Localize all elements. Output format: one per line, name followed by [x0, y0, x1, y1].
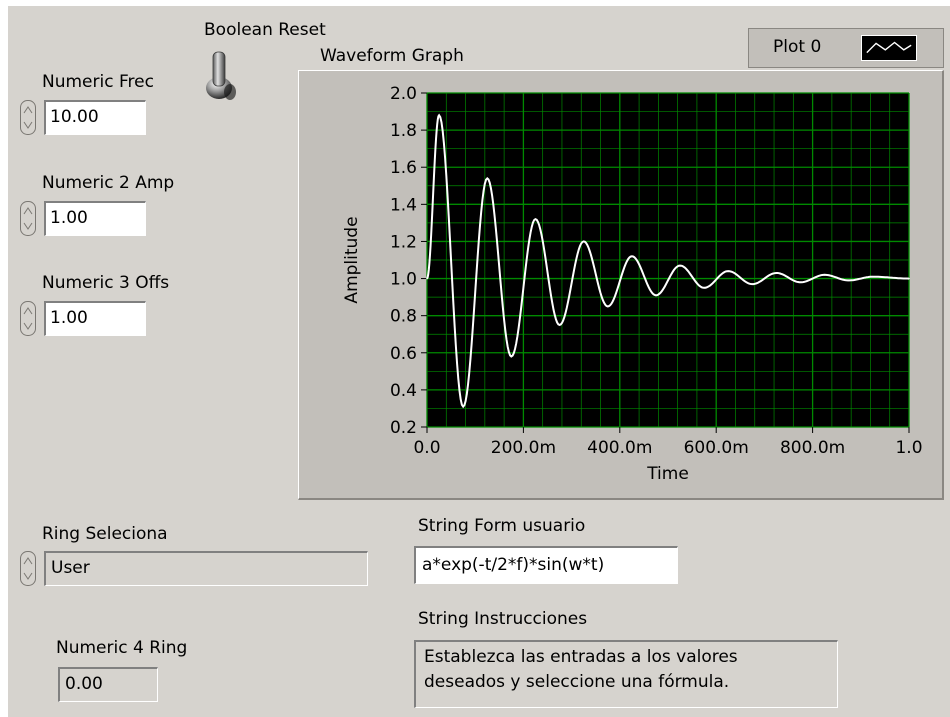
- ring-seleciona-label: Ring Seleciona: [42, 524, 168, 544]
- data-point: [751, 283, 754, 285]
- instrucciones-line-2: deseados y seleccione una fórmula.: [424, 672, 730, 692]
- data-point: [462, 405, 464, 408]
- x-tick-label: 800.0m: [780, 438, 845, 458]
- numeric-frec-input[interactable]: 10.00: [44, 100, 146, 135]
- string-form-usuario-input[interactable]: a*exp(-t/2*f)*sin(w*t): [414, 546, 678, 584]
- string-form-usuario-label: String Form usuario: [418, 516, 586, 536]
- data-point: [908, 277, 910, 280]
- data-point: [799, 281, 802, 284]
- y-axis-title: Amplitude: [342, 216, 362, 303]
- numeric-3-offs-input[interactable]: 1.00: [44, 301, 146, 336]
- y-tick-label: 1.4: [390, 195, 417, 215]
- data-point: [582, 240, 585, 243]
- waveform-graph[interactable]: 0.2 0.4 0.6 0.8 1.0 1.2 1.4 1.6 1.8 2.0 0.0 200.0m 4…: [298, 70, 944, 500]
- waveform-graph-plot: 0.2 0.4 0.6 0.8 1.0 1.2 1.4 1.6 1.8 2.0 0.0 200.0m 4…: [342, 84, 923, 484]
- toggle-switch-icon[interactable]: [200, 48, 240, 104]
- numeric-4-ring-indicator: 0.00: [58, 667, 158, 702]
- x-tick-label: 600.0m: [684, 438, 749, 458]
- ring-seleciona-increment-decrement[interactable]: [20, 551, 36, 586]
- data-point: [438, 114, 440, 117]
- data-point: [847, 279, 850, 282]
- y-tick-label: 1.2: [390, 232, 417, 252]
- instrucciones-line-1: Establezca las entradas a los valores: [424, 647, 738, 667]
- line-plot-icon: [861, 35, 917, 61]
- numeric-3-offs-label: Numeric 3 Offs: [42, 273, 170, 293]
- numeric-frec-increment-decrement[interactable]: [20, 100, 36, 135]
- data-point: [558, 324, 561, 326]
- string-instrucciones-label: String Instrucciones: [418, 609, 588, 629]
- x-tick-label: 0.0: [413, 438, 440, 458]
- data-point: [679, 264, 681, 267]
- data-point: [534, 218, 537, 220]
- legend-plot-name: Plot 0: [773, 37, 822, 57]
- x-axis-title: Time: [646, 464, 689, 484]
- y-tick-label: 1.8: [390, 121, 417, 141]
- x-tick-label: 400.0m: [587, 438, 652, 458]
- x-tick-label: 1.0: [895, 438, 922, 458]
- y-tick-label: 0.2: [390, 418, 417, 438]
- numeric-2-amp-label: Numeric 2 Amp: [42, 173, 175, 193]
- data-point: [426, 277, 428, 280]
- data-point: [823, 274, 826, 276]
- ring-seleciona-value[interactable]: User: [44, 551, 368, 586]
- y-tick-label: 0.4: [390, 381, 417, 401]
- x-tick-label: 200.0m: [491, 438, 556, 458]
- data-point: [703, 287, 705, 289]
- y-tick-label: 1.0: [390, 270, 417, 290]
- data-point: [775, 272, 778, 274]
- numeric-frec-label: Numeric Frec: [42, 72, 154, 92]
- data-point: [510, 355, 513, 358]
- string-instrucciones-indicator: Establezca las entradas a los valores de…: [414, 640, 838, 708]
- data-point: [631, 255, 633, 258]
- numeric-2-amp-input[interactable]: 1.00: [44, 201, 146, 236]
- y-tick-label: 2.0: [390, 84, 417, 104]
- data-point: [486, 177, 489, 180]
- data-point: [727, 270, 730, 272]
- numeric-2-amp-increment-decrement[interactable]: [20, 201, 36, 236]
- data-point: [872, 275, 874, 278]
- waveform-graph-label: Waveform Graph: [320, 46, 464, 66]
- numeric-4-ring-label: Numeric 4 Ring: [56, 638, 188, 658]
- plot-legend[interactable]: Plot 0: [748, 28, 944, 68]
- y-tick-label: 0.6: [390, 344, 417, 364]
- y-tick-label: 1.6: [390, 158, 417, 178]
- y-tick-label: 0.8: [390, 307, 417, 327]
- boolean-reset-label: Boolean Reset: [204, 20, 326, 40]
- numeric-3-offs-increment-decrement[interactable]: [20, 301, 36, 336]
- data-point: [655, 294, 657, 297]
- data-point: [606, 305, 609, 308]
